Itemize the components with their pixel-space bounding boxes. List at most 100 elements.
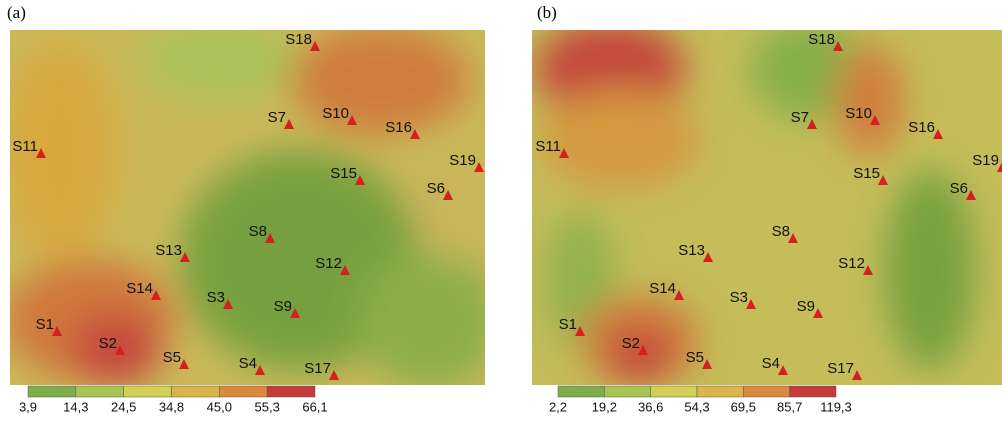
station-marker	[52, 326, 62, 336]
station-label: S8	[249, 223, 267, 240]
station-marker	[778, 365, 788, 375]
colorbar-label: 69,5	[731, 399, 756, 414]
station-label: S13	[678, 242, 705, 259]
station-marker	[36, 148, 46, 158]
station-label: S1	[36, 316, 54, 333]
colorbar-label: 85,7	[777, 399, 802, 414]
station-label: S18	[808, 31, 835, 48]
map-b	[532, 30, 1002, 385]
panel-label: (a)	[7, 3, 26, 22]
colorbar-segment	[650, 385, 698, 398]
station-marker	[674, 290, 684, 300]
colorbar-segment	[123, 385, 172, 398]
colorbar-segment	[75, 385, 124, 398]
station-marker	[746, 299, 756, 309]
station-label: S6	[950, 180, 968, 197]
station-label: S4	[239, 355, 257, 372]
colorbar-segment	[557, 385, 605, 398]
station-marker	[474, 162, 484, 172]
map-a	[10, 30, 485, 385]
colorbar-segment	[696, 385, 744, 398]
station-label: S11	[12, 138, 38, 155]
station-marker	[870, 115, 880, 125]
station-label: S7	[268, 109, 286, 126]
colorbar-label: 24,5	[111, 399, 136, 414]
station-marker	[933, 129, 943, 139]
colorbar-segment	[266, 385, 316, 398]
colorbar-label: 19,2	[592, 399, 617, 414]
station-marker	[179, 359, 189, 369]
station-label: S15	[330, 165, 357, 182]
colorbar-label: 54,3	[684, 399, 709, 414]
station-label: S8	[772, 223, 790, 240]
station-label: S16	[908, 119, 935, 136]
colorbar-label: 45,0	[207, 399, 232, 414]
colorbar-segment	[27, 385, 77, 398]
station-marker	[703, 252, 713, 262]
colorbar-label: 36,6	[638, 399, 663, 414]
station-label: S9	[797, 298, 815, 315]
station-marker	[340, 265, 350, 275]
station-label: S13	[155, 242, 182, 259]
station-label: S19	[972, 152, 999, 169]
colorbar-segment	[743, 385, 790, 398]
station-label: S15	[853, 165, 880, 182]
station-marker	[329, 370, 339, 380]
station-label: S9	[274, 298, 292, 315]
station-label: S2	[99, 335, 117, 352]
station-marker	[255, 365, 265, 375]
station-label: S19	[449, 152, 476, 169]
colorbar-label: 55,3	[255, 399, 280, 414]
station-marker	[115, 345, 125, 355]
colorbar-label: 119,3	[820, 399, 852, 414]
station-label: S5	[163, 349, 181, 366]
station-marker	[878, 175, 888, 185]
panel-label: (b)	[537, 3, 557, 22]
station-marker	[997, 162, 1002, 172]
station-label: S7	[791, 109, 809, 126]
station-label: S6	[427, 180, 445, 197]
station-marker	[807, 119, 817, 129]
station-marker	[347, 115, 357, 125]
station-marker	[852, 370, 862, 380]
station-marker	[290, 308, 300, 318]
station-marker	[151, 290, 161, 300]
station-label: S4	[762, 355, 780, 372]
colorbar-segment	[219, 385, 268, 398]
station-label: S1	[559, 316, 577, 333]
station-marker	[180, 252, 190, 262]
colorbar-label: 34,8	[159, 399, 184, 414]
station-label: S5	[686, 349, 704, 366]
colorbar-segment	[171, 385, 220, 398]
station-marker	[575, 326, 585, 336]
station-marker	[702, 359, 712, 369]
station-label: S17	[304, 360, 331, 377]
station-label: S3	[207, 289, 225, 306]
station-marker	[638, 345, 648, 355]
station-marker	[443, 190, 453, 200]
station-marker	[223, 299, 233, 309]
station-marker	[966, 190, 976, 200]
colorbar-segment	[604, 385, 651, 398]
station-marker	[559, 148, 569, 158]
station-marker	[265, 233, 275, 243]
station-label: S18	[285, 31, 312, 48]
station-label: S12	[838, 255, 865, 272]
station-label: S10	[845, 105, 872, 122]
station-label: S16	[385, 119, 412, 136]
station-label: S3	[730, 289, 748, 306]
station-label: S10	[322, 105, 349, 122]
colorbar-label: 2,2	[549, 399, 567, 414]
station-label: S17	[827, 360, 854, 377]
station-label: S14	[126, 280, 153, 297]
station-label: S11	[535, 138, 561, 155]
station-label: S12	[315, 255, 342, 272]
station-marker	[813, 308, 823, 318]
colorbar-segment	[789, 385, 837, 398]
station-marker	[863, 265, 873, 275]
station-marker	[788, 233, 798, 243]
station-label: S14	[649, 280, 676, 297]
station-marker	[355, 175, 365, 185]
